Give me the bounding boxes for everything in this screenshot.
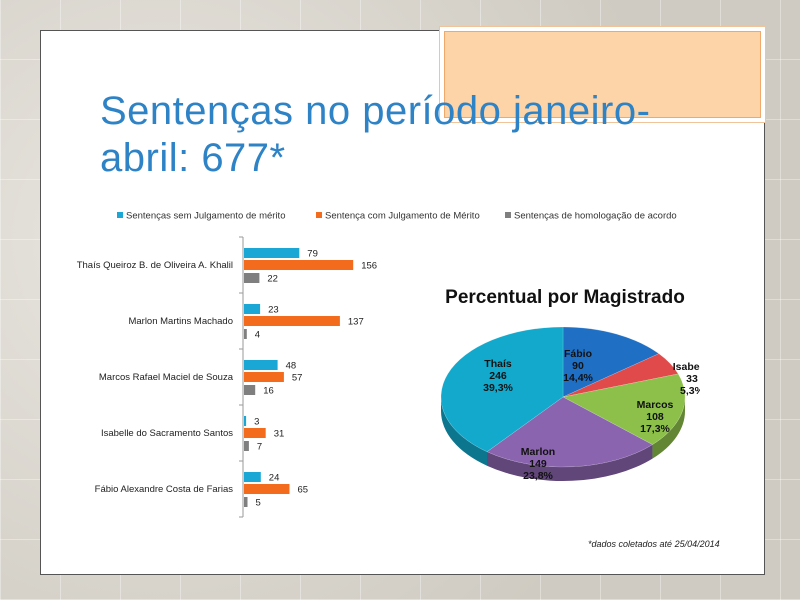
bar-value-label: 48 — [286, 361, 297, 372]
bar — [244, 273, 260, 283]
bar-value-label: 4 — [255, 330, 260, 341]
pie-slice-label: 246 — [489, 370, 507, 382]
pie-slice-label: 90 — [572, 360, 584, 372]
bar — [244, 329, 247, 339]
bar — [244, 372, 284, 382]
pie-slice-label: 17,3% — [640, 423, 670, 435]
bar — [244, 472, 261, 482]
pie-slice-label: Fábio — [564, 348, 592, 360]
pie-slice-label: Thaís — [484, 358, 512, 370]
bar-value-label: 24 — [269, 473, 280, 484]
category-label: Fábio Alexandre Costa de Farias — [95, 484, 234, 495]
pie-slice-side — [441, 397, 488, 466]
pie-slice-label: Isabelle — [673, 361, 700, 373]
bar — [244, 484, 290, 494]
bar — [244, 441, 249, 451]
bar-value-label: 22 — [267, 274, 278, 285]
category-label: Marcos Rafael Maciel de Souza — [99, 372, 234, 383]
pie-slice-side — [487, 444, 653, 481]
pie-slice — [562, 326, 660, 398]
pie-slice-label: 108 — [646, 411, 664, 423]
slide — [40, 30, 765, 575]
pie-slice-label: Marlon — [521, 446, 555, 458]
pie-slice — [562, 353, 679, 398]
bar-value-label: 57 — [292, 373, 303, 384]
bar — [244, 360, 278, 370]
bar-value-label: 156 — [361, 261, 377, 272]
bar — [244, 428, 266, 438]
bar — [244, 416, 247, 426]
pie-slice-label: Marcos — [637, 399, 674, 411]
bar-value-label: 137 — [348, 317, 364, 328]
bar-value-label: 5 — [256, 498, 261, 509]
pie-chart-title: Percentual por Magistrado — [445, 287, 685, 308]
slide-title: Sentenças no período janeiro-abril: 677* — [100, 89, 651, 181]
bar — [244, 260, 354, 270]
bar-value-label: 16 — [263, 386, 274, 397]
category-label: Thaís Queiroz B. de Oliveira A. Khalil — [77, 260, 233, 271]
pie-slice-label: 149 — [529, 458, 547, 470]
legend-swatch — [316, 212, 322, 218]
pie-slice-label: 33 — [686, 373, 698, 385]
pie-slice-side — [652, 397, 685, 459]
pie-slice-label: 39,3% — [483, 382, 513, 394]
pie-slice — [440, 326, 564, 453]
footnote: *dados coletados até 25/04/2014 — [588, 539, 720, 549]
legend-label: Sentença com Julgamento de Mérito — [325, 211, 480, 222]
bar-value-label: 65 — [298, 485, 309, 496]
bar-value-label: 31 — [274, 429, 285, 440]
bar — [244, 248, 300, 258]
bar-value-label: 3 — [254, 417, 259, 428]
pie-slice — [562, 373, 686, 445]
bar — [244, 316, 340, 326]
bar — [244, 497, 248, 507]
bar-value-label: 79 — [307, 249, 318, 260]
legend-label: Sentenças sem Julgamento de mérito — [126, 211, 285, 222]
pie-slice-label: 5,3% — [680, 385, 700, 397]
pie-slice-label: 23,8% — [523, 470, 553, 482]
category-label: Marlon Martins Machado — [128, 316, 233, 327]
legend-label: Sentenças de homologação de acordo — [514, 211, 677, 222]
bar-value-label: 23 — [268, 305, 279, 316]
bar-value-label: 7 — [257, 442, 262, 453]
legend-swatch — [117, 212, 123, 218]
pie-slice-label: 14,4% — [563, 372, 593, 384]
decorative-header-box — [444, 31, 761, 118]
legend-swatch — [505, 212, 511, 218]
pie-slice — [486, 396, 653, 468]
category-label: Isabelle do Sacramento Santos — [101, 428, 233, 439]
bar — [244, 304, 261, 314]
bar — [244, 385, 256, 395]
